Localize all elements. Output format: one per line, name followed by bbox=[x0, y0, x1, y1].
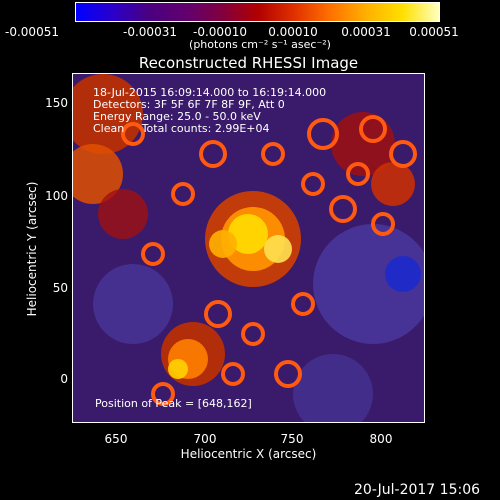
colorbar-tick-label: -0.00051 bbox=[5, 25, 59, 39]
emission-ring bbox=[371, 212, 395, 236]
y-tick-label: 100 bbox=[45, 189, 68, 203]
emission-blob bbox=[209, 230, 237, 258]
emission-blob bbox=[264, 235, 292, 263]
footer-timestamp: 20-Jul-2017 15:06 bbox=[354, 482, 481, 498]
emission-blob bbox=[371, 162, 415, 206]
emission-ring bbox=[301, 172, 325, 196]
rhessi-image: 18-Jul-2015 16:09:14.000 to 16:19:14.000… bbox=[72, 73, 425, 423]
emission-ring bbox=[359, 115, 387, 143]
emission-blob bbox=[93, 264, 173, 344]
overlay-detectors: Detectors: 3F 5F 6F 7F 8F 9F, Att 0 bbox=[93, 98, 285, 111]
emission-ring bbox=[346, 162, 370, 186]
emission-blob bbox=[313, 224, 424, 344]
emission-ring bbox=[204, 300, 232, 328]
emission-ring bbox=[241, 322, 265, 346]
colorbar-tick-label: -0.00031 bbox=[123, 25, 177, 39]
emission-ring bbox=[261, 142, 285, 166]
y-tick-label: 0 bbox=[60, 372, 68, 386]
x-tick-label: 750 bbox=[280, 432, 304, 446]
emission-ring bbox=[121, 122, 145, 146]
overlay-peak-position: Position of Peak = [648,162] bbox=[95, 397, 252, 410]
y-tick-label: 50 bbox=[52, 281, 68, 295]
colorbar-unit-label: (photons cm⁻² s⁻¹ asec⁻²) bbox=[189, 38, 331, 51]
x-tick-label: 800 bbox=[369, 432, 393, 446]
x-tick-label: 650 bbox=[104, 432, 128, 446]
y-axis-label: Heliocentric Y (arcsec) bbox=[25, 181, 39, 317]
emission-ring bbox=[171, 182, 195, 206]
emission-ring bbox=[307, 118, 339, 150]
emission-blob bbox=[228, 214, 268, 254]
overlay-energy-range: Energy Range: 25.0 - 50.0 keV bbox=[93, 110, 261, 123]
colorbar-tick-label: 0.00031 bbox=[341, 25, 391, 39]
emission-ring bbox=[141, 242, 165, 266]
overlay-clean-counts: Clean Total counts: 2.99E+04 bbox=[93, 122, 270, 135]
colorbar-tick-label: 0.00010 bbox=[268, 25, 318, 39]
emission-ring bbox=[151, 382, 175, 406]
emission-blobs bbox=[73, 74, 424, 422]
overlay-time-range: 18-Jul-2015 16:09:14.000 to 16:19:14.000 bbox=[93, 86, 327, 99]
emission-blob bbox=[98, 189, 148, 239]
emission-blob bbox=[73, 74, 143, 154]
x-tick-label: 700 bbox=[193, 432, 217, 446]
colorbar-tick-label: 0.00051 bbox=[409, 25, 459, 39]
emission-ring bbox=[329, 195, 357, 223]
x-axis-label: Heliocentric X (arcsec) bbox=[180, 447, 317, 461]
emission-blob bbox=[73, 144, 123, 204]
emission-ring bbox=[291, 292, 315, 316]
colorbar-tick-label: -0.00010 bbox=[193, 25, 247, 39]
emission-blob bbox=[385, 256, 421, 292]
y-tick-label: 150 bbox=[45, 96, 68, 110]
emission-blob bbox=[168, 359, 188, 379]
emission-blob bbox=[293, 354, 373, 422]
plot-title: Reconstructed RHESSI Image bbox=[138, 54, 359, 72]
emission-ring bbox=[274, 360, 302, 388]
emission-ring bbox=[199, 140, 227, 168]
emission-ring bbox=[389, 140, 417, 168]
emission-ring bbox=[221, 362, 245, 386]
emission-blob bbox=[331, 112, 395, 176]
image-canvas bbox=[73, 74, 424, 422]
colorbar bbox=[75, 2, 440, 22]
